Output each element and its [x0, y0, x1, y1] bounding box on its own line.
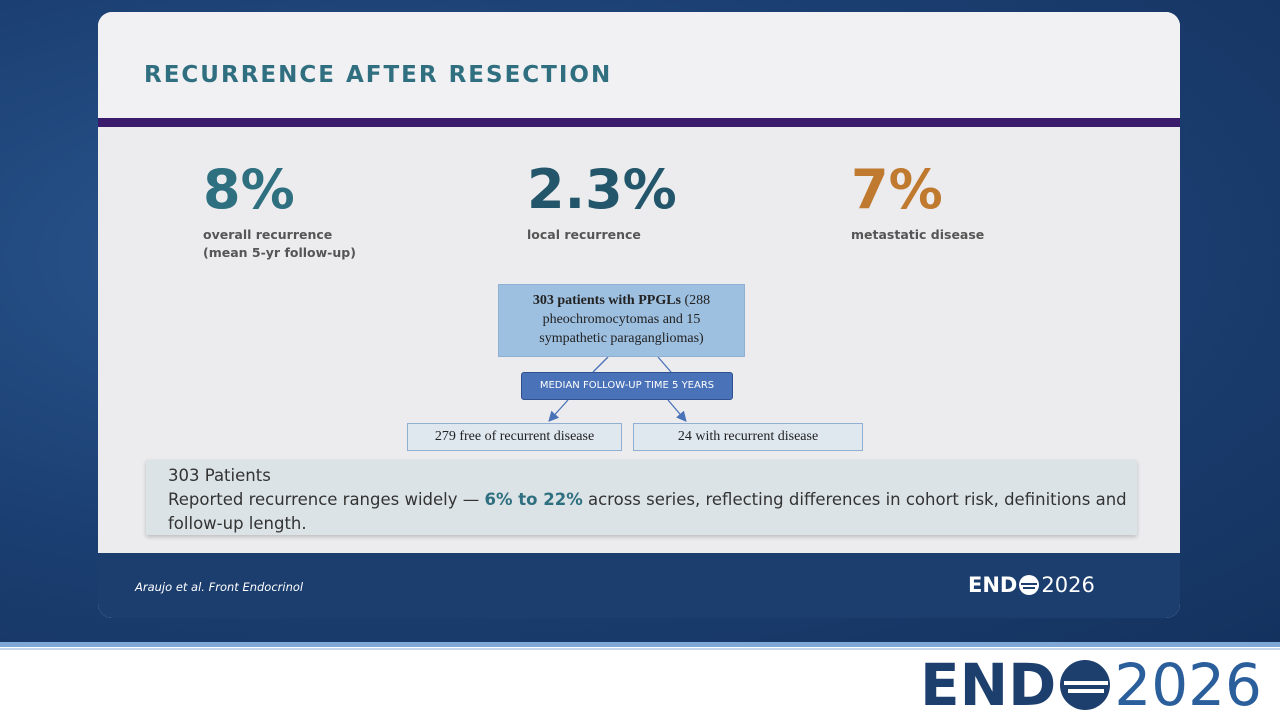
node-text: (288 pheochromocytomas and 15 sympatheti…: [539, 293, 711, 346]
divider: [98, 118, 1180, 127]
slide-title: RECURRENCE AFTER RESECTION: [144, 62, 613, 88]
text: across series, reflecting differences in…: [168, 490, 1127, 533]
label-line: metastatic disease: [851, 227, 985, 242]
stat-label: metastatic disease: [851, 226, 984, 244]
logo-text: END: [920, 651, 1057, 719]
logo-text: 2026: [1041, 573, 1095, 597]
note-box: 303 Patients Reported recurrence ranges …: [146, 460, 1137, 535]
logo-globe: [1060, 660, 1111, 710]
logo-text: 2026: [1114, 651, 1262, 719]
note-heading: 303 Patients: [168, 466, 271, 485]
stat-value: 8%: [203, 158, 295, 221]
connector: [657, 356, 672, 373]
citation: Araujo et al. Front Endocrinol: [135, 580, 304, 594]
connector: [592, 356, 609, 373]
flow-node: MEDIAN FOLLOW-UP TIME 5 YEARS: [521, 372, 733, 400]
label-line: overall recurrence: [203, 227, 333, 242]
highlight: 6% to 22%: [484, 490, 583, 509]
footer: Araujo et al. Front Endocrinol END 2026: [98, 553, 1180, 618]
flow-arrows: [548, 356, 687, 422]
stat-label: local recurrence: [527, 226, 641, 244]
logo-large: END 2026: [920, 651, 1262, 719]
slide: RECURRENCE AFTER RESECTION 8% overall re…: [98, 12, 1180, 618]
stripe: [0, 648, 1280, 650]
note-text: Reported recurrence ranges widely — 6% t…: [168, 488, 1137, 536]
logo-globe: [1019, 575, 1040, 595]
flow-node: 303 patients with PPGLs (288 pheochromoc…: [498, 284, 745, 357]
arrow: [548, 399, 569, 422]
text: Reported recurrence ranges widely —: [168, 490, 485, 509]
flow-node: 279 free of recurrent disease: [407, 423, 622, 451]
label-line: local recurrence: [527, 227, 641, 242]
label-line: (mean 5-yr follow-up): [203, 245, 356, 260]
stat-value: 7%: [851, 158, 943, 221]
stripe: [0, 642, 1280, 647]
logo: END 2026: [968, 573, 1095, 597]
header: RECURRENCE AFTER RESECTION: [98, 12, 1180, 118]
node-bold: 303 patients with PPGLs: [532, 293, 681, 308]
logo-text: END: [968, 573, 1018, 597]
stat-label: overall recurrence (mean 5-yr follow-up): [203, 226, 356, 262]
flow-node: 24 with recurrent disease: [633, 423, 863, 451]
arrow: [667, 399, 687, 422]
stat-value: 2.3%: [527, 158, 677, 221]
